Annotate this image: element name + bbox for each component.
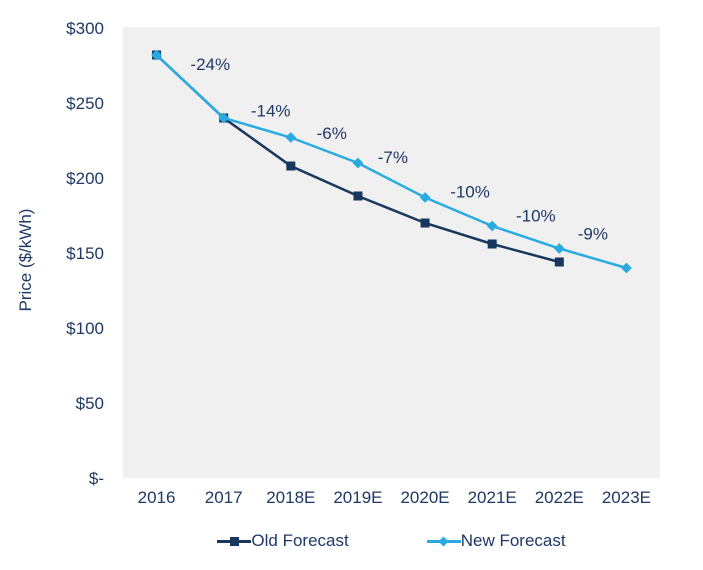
x-tick-label: 2023E [602,488,651,507]
new-forecast-marker [486,220,498,232]
legend-item-new-forecast: New Forecast [426,531,566,551]
old-forecast-marker [420,218,430,228]
old-forecast-marker [487,239,497,249]
old-forecast-swatch [217,534,252,549]
legend-item-old-forecast: Old Forecast [217,531,349,551]
pct-change-label: -10% [450,183,490,202]
x-tick-label: 2017 [205,488,243,507]
new-forecast-marker [352,157,364,169]
y-tick-label: $- [89,469,104,488]
pct-change-label: -9% [578,225,608,244]
y-tick-label: $200 [66,169,104,188]
new-forecast-swatch [426,534,461,549]
legend-label-new-forecast: New Forecast [460,531,566,550]
y-tick-label: $150 [66,244,104,263]
x-tick-label: 2022E [535,488,584,507]
pct-change-label: -6% [317,124,347,143]
y-tick-label: $50 [76,394,104,413]
y-tick-label: $300 [66,19,104,38]
plot-area [123,27,660,478]
y-tick-label: $250 [66,94,104,113]
old-forecast-marker [286,161,296,171]
y-axis-title: Price ($/kWh) [16,209,35,312]
new-forecast-diamond-marker-icon [438,536,449,546]
new-forecast-marker [419,192,431,203]
x-tick-label: 2019E [333,488,382,507]
new-forecast-marker [553,243,565,254]
new-forecast-marker [621,262,632,274]
pct-change-label: -7% [378,148,408,167]
x-tick-label: 2021E [468,488,517,507]
x-tick-label: 2020E [400,488,449,507]
y-tick-label: $100 [66,319,104,338]
x-tick-label: 2018E [266,488,315,507]
x-tick-label: 2016 [138,488,176,507]
new-forecast-line [155,54,627,270]
old-forecast-marker [554,257,564,267]
old-forecast-marker [353,191,363,201]
old-forecast-square-marker-icon [230,536,240,546]
new-forecast-marker [285,132,297,143]
pct-change-label: -24% [190,55,230,74]
chart-legend: Old Forecast New Forecast [123,531,660,551]
legend-label-old-forecast: Old Forecast [251,531,349,550]
pct-change-label: -14% [251,102,291,121]
pct-change-label: -10% [516,207,556,226]
